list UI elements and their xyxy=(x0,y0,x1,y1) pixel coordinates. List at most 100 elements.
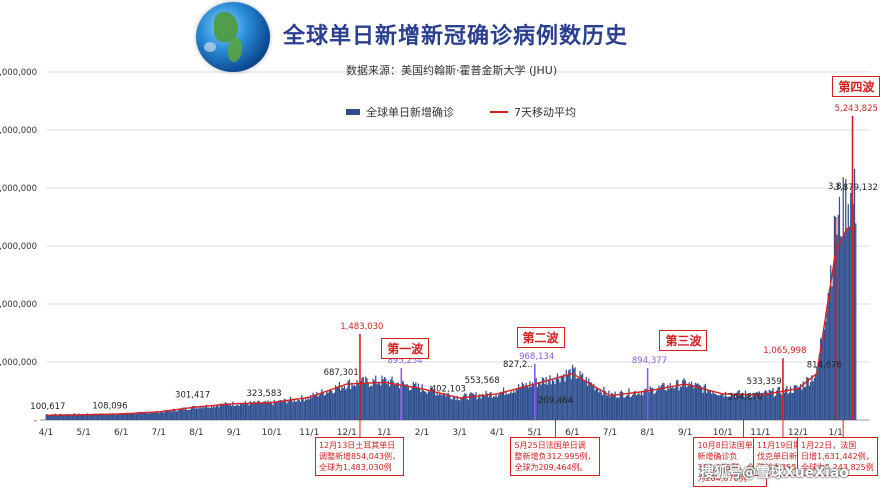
bar xyxy=(101,413,104,420)
data-label: 895,254 xyxy=(388,356,423,366)
bar xyxy=(822,332,824,420)
bar xyxy=(761,392,763,420)
x-tick-label: 3/1 xyxy=(452,428,466,438)
bar xyxy=(589,381,591,420)
bar xyxy=(403,384,406,420)
bar xyxy=(370,385,372,420)
bar xyxy=(227,403,229,420)
bar xyxy=(781,395,783,420)
bar xyxy=(382,379,384,420)
bar xyxy=(759,395,762,420)
bar xyxy=(555,377,557,420)
bar xyxy=(308,399,310,420)
bar xyxy=(355,386,357,420)
bar xyxy=(133,412,135,420)
bar xyxy=(175,411,178,420)
bar xyxy=(565,369,567,420)
bar xyxy=(316,391,318,420)
bar xyxy=(229,404,231,420)
bar xyxy=(198,407,200,420)
bar xyxy=(670,387,673,420)
bar xyxy=(120,412,122,420)
bar xyxy=(516,389,519,420)
bar xyxy=(649,386,651,420)
bar xyxy=(296,401,298,420)
bar xyxy=(73,413,75,420)
bar xyxy=(798,386,801,420)
bar xyxy=(764,390,767,420)
bar xyxy=(677,379,679,420)
bar xyxy=(446,393,448,420)
bar xyxy=(455,400,457,420)
bar xyxy=(71,415,74,420)
bar xyxy=(704,383,707,420)
bar xyxy=(114,414,116,420)
bar xyxy=(470,392,472,420)
bar xyxy=(742,392,744,420)
bar xyxy=(327,392,329,420)
bar xyxy=(805,386,807,420)
bar xyxy=(422,390,425,420)
bar xyxy=(580,374,582,420)
bar xyxy=(758,391,760,420)
bar xyxy=(667,384,669,420)
bar xyxy=(714,393,717,420)
bar xyxy=(642,395,644,420)
bar xyxy=(783,392,785,420)
bar xyxy=(535,378,537,420)
y-tick-label: 4,000,000 xyxy=(0,184,37,194)
bar xyxy=(523,384,525,420)
bar xyxy=(569,368,571,420)
bar xyxy=(145,412,148,420)
bar xyxy=(619,391,621,420)
bar xyxy=(130,413,132,420)
bar xyxy=(772,388,774,420)
bar xyxy=(147,413,149,420)
bar xyxy=(212,407,214,420)
bar xyxy=(272,405,274,420)
y-tick-label: 2,000,000 xyxy=(0,300,37,310)
bar xyxy=(59,413,61,420)
bar xyxy=(585,376,587,420)
bar xyxy=(440,394,442,420)
bar xyxy=(340,390,342,420)
bar xyxy=(352,385,354,420)
bar xyxy=(682,380,684,420)
bar xyxy=(306,399,308,420)
bar xyxy=(343,385,346,420)
bar xyxy=(254,402,257,420)
bar xyxy=(436,392,438,420)
bar xyxy=(177,410,179,420)
legend: 全球单日新增确诊 7天移动平均 xyxy=(346,104,576,120)
bar xyxy=(449,394,451,420)
bar xyxy=(427,391,430,420)
bar xyxy=(159,412,161,420)
bar xyxy=(164,409,166,420)
bar xyxy=(195,406,198,420)
bar xyxy=(277,402,279,420)
bar xyxy=(707,389,709,420)
bar xyxy=(797,388,799,420)
x-tick-label: 9/1 xyxy=(678,428,692,438)
bar xyxy=(108,413,110,420)
bar xyxy=(553,380,555,420)
wave-label: 第一波 xyxy=(381,337,430,359)
bar xyxy=(49,414,51,420)
bar xyxy=(778,386,780,420)
bar xyxy=(706,392,708,420)
bar xyxy=(160,411,163,420)
bar xyxy=(486,393,488,420)
bar xyxy=(662,382,664,420)
bar xyxy=(314,395,317,420)
bar xyxy=(601,395,604,420)
bar xyxy=(200,408,203,420)
x-tick-label: 6/1 xyxy=(114,428,128,438)
bar xyxy=(406,383,408,420)
bar xyxy=(330,389,332,420)
bar xyxy=(477,396,480,420)
bar xyxy=(218,407,220,420)
bar xyxy=(544,384,546,420)
bar xyxy=(505,392,507,420)
bar xyxy=(249,401,252,420)
bar xyxy=(784,388,787,420)
